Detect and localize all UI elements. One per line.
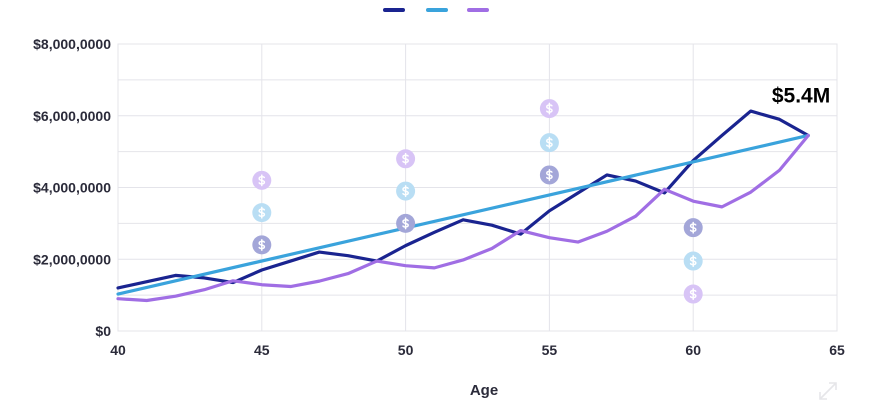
dollar-icon: [258, 174, 266, 187]
dollar-icon: [402, 185, 409, 198]
y-tick-label: $8,000,0000: [33, 36, 111, 52]
y-tick-label: $6,000,0000: [33, 108, 111, 124]
dollar-marker: [252, 203, 272, 223]
dollar-marker: [683, 284, 703, 304]
dollar-icon: [258, 238, 266, 251]
x-tick-label: 55: [542, 342, 558, 358]
y-axis-ticks: $0 $2,000,0000 $4,000,0000 $6,000,0000 $8,00…: [33, 36, 111, 339]
series-line-1: [116, 109, 810, 290]
x-tick-label: 60: [685, 342, 701, 358]
y-tick-label: $0: [95, 323, 111, 339]
x-axis-label: Age: [470, 382, 498, 399]
final-value-annotation: $5.4M: [772, 84, 830, 107]
dollar-icon: [258, 206, 266, 219]
dollar-icon: [402, 217, 409, 230]
x-tick-label: 40: [110, 342, 126, 358]
series-lines: [116, 109, 810, 303]
dollar-marker: [539, 133, 559, 153]
marker-layer: [252, 99, 703, 304]
y-tick-label: $4,000,0000: [33, 180, 111, 196]
dollar-marker: [683, 218, 703, 238]
dollar-marker: [683, 251, 703, 271]
y-tick-label: $2,000,0000: [33, 251, 111, 267]
x-tick-label: 45: [254, 342, 270, 358]
dollar-icon: [689, 221, 697, 234]
dollar-icon: [689, 255, 697, 267]
x-tick-label: 65: [829, 342, 845, 358]
dollar-marker: [396, 149, 416, 169]
x-tick-label: 50: [398, 342, 414, 358]
dollar-icon: [689, 288, 697, 300]
dollar-icon: [546, 136, 553, 149]
dollar-marker: [252, 235, 272, 255]
series-line-2: [116, 133, 810, 296]
dollar-marker: [539, 99, 559, 119]
dollar-marker: [396, 181, 416, 201]
dollar-marker: [252, 170, 272, 190]
annotation-layer: $5.4M: [772, 84, 830, 107]
expand-icon[interactable]: [819, 382, 837, 400]
series-line-3: [116, 133, 810, 303]
grid: [117, 43, 838, 332]
x-axis-ticks: 40 45 50 55 60 65: [110, 342, 845, 358]
dollar-icon: [402, 152, 409, 165]
dollar-marker: [539, 165, 559, 185]
dollar-icon: [546, 168, 553, 181]
dollar-marker: [396, 213, 416, 233]
dollar-icon: [546, 102, 553, 115]
